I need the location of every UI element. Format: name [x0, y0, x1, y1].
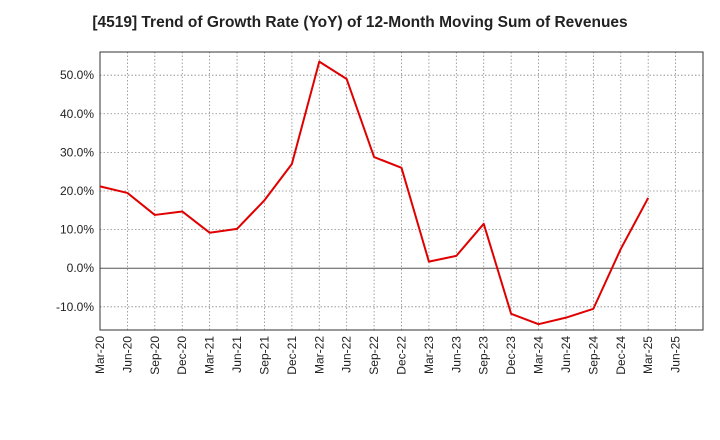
x-tick-label: Dec-21: [285, 336, 299, 375]
x-tick-label: Jun-22: [340, 336, 354, 373]
x-tick-label: Sep-20: [148, 336, 162, 375]
x-tick-label: Jun-20: [120, 336, 134, 373]
chart-title: [4519] Trend of Growth Rate (YoY) of 12-…: [92, 14, 628, 31]
x-tick-label: Jun-24: [559, 336, 573, 373]
x-tick-label: Dec-22: [395, 336, 409, 375]
y-tick-label: 30.0%: [60, 145, 94, 159]
x-tick-label: Mar-23: [422, 336, 436, 374]
x-tick-label: Mar-20: [93, 336, 107, 374]
y-tick-label: 40.0%: [60, 107, 94, 121]
y-tick-label: -10.0%: [56, 300, 94, 314]
x-tick-label: Sep-23: [477, 336, 491, 375]
x-tick-label: Mar-24: [532, 336, 546, 374]
x-tick-label: Mar-22: [312, 336, 326, 374]
x-tick-label: Dec-23: [504, 336, 518, 375]
x-tick-label: Dec-24: [614, 336, 628, 375]
x-tick-label: Mar-21: [203, 336, 217, 374]
x-tick-label: Jun-23: [449, 336, 463, 373]
x-tick-label: Mar-25: [641, 336, 655, 374]
x-tick-label: Dec-20: [175, 336, 189, 375]
x-tick-label: Jun-25: [669, 336, 683, 373]
x-tick-label: Sep-22: [367, 336, 381, 375]
x-tick-label: Sep-24: [586, 336, 600, 375]
y-tick-label: 0.0%: [67, 261, 95, 275]
y-tick-label: 50.0%: [60, 68, 94, 82]
plot-frame: [99, 51, 704, 331]
x-tick-label: Sep-21: [257, 336, 271, 375]
y-tick-label: 10.0%: [60, 223, 94, 237]
x-tick-label: Jun-21: [230, 336, 244, 373]
y-tick-label: 20.0%: [60, 184, 94, 198]
